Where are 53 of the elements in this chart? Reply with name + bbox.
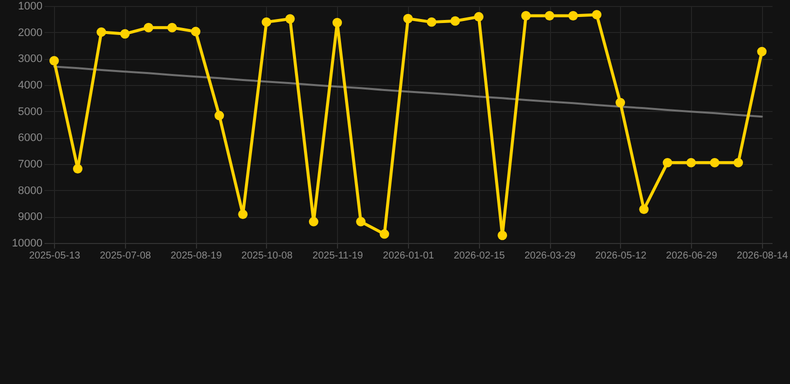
y-tick-label: 9000 [18, 211, 42, 224]
x-tick-label: 2026-06-29 [666, 250, 718, 262]
point [544, 11, 554, 20]
point [49, 56, 59, 66]
point [144, 22, 154, 32]
y-tick-label: 6000 [18, 132, 42, 144]
point [96, 27, 106, 37]
x-tick-label: 2025-07-08 [100, 250, 152, 262]
line-series [53, 66, 763, 118]
point [734, 158, 744, 168]
point [72, 164, 82, 174]
point [167, 22, 177, 32]
point [214, 110, 224, 120]
point [308, 216, 318, 226]
point [332, 18, 342, 28]
point [450, 16, 460, 26]
y-tick-label: 8000 [18, 184, 42, 197]
point [474, 12, 484, 22]
x-tick-label: 2026-03-29 [524, 250, 576, 262]
y-tick-label: 5000 [18, 106, 42, 118]
x-tick-label: 2025-10-08 [241, 250, 293, 262]
y-tick-label: 10000 [12, 238, 42, 250]
point [521, 11, 531, 20]
y-tick-label: 4000 [18, 80, 42, 92]
point [285, 14, 295, 24]
point [403, 14, 413, 24]
x-tick-label: 2026-05-12 [595, 250, 647, 262]
x-tick-label: 2025-11-19 [312, 250, 364, 262]
point [498, 230, 508, 240]
point [616, 98, 626, 108]
y-tick-label: 2000 [18, 26, 42, 39]
point [238, 210, 248, 220]
point [662, 158, 672, 168]
x-tick-label: 2026-01-01 [382, 250, 435, 262]
point [262, 17, 272, 27]
point [380, 229, 390, 239]
point [757, 46, 767, 56]
point [426, 17, 436, 27]
point [568, 11, 578, 20]
y-tick-label: 1000 [18, 0, 42, 12]
point [710, 158, 720, 168]
y-tick-label: 7000 [18, 158, 42, 170]
point [639, 204, 649, 214]
y-tick-label: 3000 [18, 53, 42, 66]
point [120, 29, 130, 39]
x-tick-label: 2025-08-19 [170, 250, 222, 262]
x-tick-label: 2026-08-14 [736, 250, 788, 262]
point [686, 158, 696, 168]
point [356, 216, 366, 226]
x-tick-label: 2026-02-15 [454, 250, 506, 262]
x-tick-label: 2025-05-13 [29, 250, 81, 262]
point [190, 26, 200, 36]
point [592, 10, 602, 20]
